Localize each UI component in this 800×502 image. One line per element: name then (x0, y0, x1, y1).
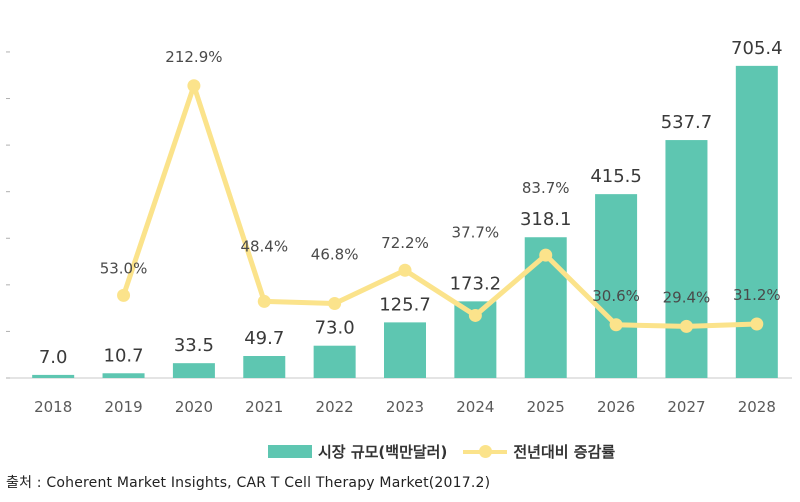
bar-value-label-2028: 705.4 (731, 38, 783, 59)
bar-2018 (32, 374, 75, 378)
x-tick-label-2019: 2019 (104, 398, 142, 416)
x-tick-label-2020: 2020 (175, 398, 213, 416)
x-tick-label-2022: 2022 (316, 398, 354, 416)
growth-label-2026: 30.6% (592, 287, 640, 305)
growth-label-2020: 212.9% (165, 48, 222, 66)
bar-2023 (384, 322, 426, 378)
legend-swatch-bar (268, 444, 312, 458)
labels-layer: 7.0 2018 10.7 2019 33.5 2020 49.7 2021 73.0 2022 1… (34, 38, 782, 416)
legend-item-market-size[interactable]: 시장 규모(백만달러) (268, 441, 447, 462)
growth-label-2022: 46.8% (311, 246, 359, 264)
bar-value-label-2020: 33.5 (174, 335, 214, 356)
legend-swatch-line (463, 444, 508, 458)
growth-label-2025: 83.7% (522, 179, 570, 197)
bars-layer (32, 65, 778, 378)
growth-point-2020 (187, 79, 201, 93)
bar-2022 (313, 345, 356, 378)
growth-point-2024 (468, 308, 482, 322)
legend: 시장 규모(백만달러) 전년대비 증감률 (268, 440, 631, 462)
bar-value-label-2019: 10.7 (104, 345, 144, 366)
bar-2019 (102, 373, 145, 378)
legend-label-growth-rate: 전년대비 증감률 (513, 442, 616, 461)
x-tick-label-2018: 2018 (34, 398, 72, 416)
growth-label-2023: 72.2% (381, 234, 429, 252)
bar-2020 (172, 363, 215, 378)
growth-point-2021 (257, 294, 271, 308)
x-tick-label-2026: 2026 (597, 398, 635, 416)
x-tick-label-2027: 2027 (667, 398, 705, 416)
bar-value-label-2026: 415.5 (590, 166, 642, 187)
growth-label-2024: 37.7% (452, 223, 500, 241)
bar-value-label-2018: 7.0 (39, 347, 68, 368)
source-note: 출처 : Coherent Market Insights, CAR T Cel… (6, 475, 491, 491)
bar-value-label-2025: 318.1 (520, 209, 572, 230)
growth-point-2022 (328, 297, 342, 311)
x-tick-label-2023: 2023 (386, 398, 424, 416)
growth-point-2027 (679, 319, 693, 333)
bar-value-label-2021: 49.7 (244, 328, 284, 349)
growth-label-2021: 48.4% (240, 237, 288, 255)
bar-2021 (243, 356, 286, 378)
x-tick-label-2021: 2021 (245, 398, 283, 416)
x-tick-label-2028: 2028 (738, 398, 776, 416)
growth-point-2023 (398, 263, 412, 277)
chart: 7.0 2018 10.7 2019 33.5 2020 49.7 2021 73.0 2022 1… (6, 38, 792, 416)
bar-2026 (595, 194, 638, 378)
growth-point-2025 (539, 248, 553, 262)
legend-item-growth-rate[interactable]: 전년대비 증감률 (463, 441, 615, 462)
growth-rate-line (121, 83, 757, 329)
growth-point-2026 (609, 318, 623, 332)
bar-value-label-2022: 73.0 (315, 318, 355, 339)
growth-label-2027: 29.4% (663, 288, 711, 306)
legend-label-market-size: 시장 규모(백만달러) (318, 442, 448, 461)
bar-value-label-2024: 173.2 (450, 273, 502, 294)
x-tick-label-2025: 2025 (527, 398, 565, 416)
bar-2028 (735, 65, 778, 378)
bar-value-label-2027: 537.7 (661, 112, 713, 133)
line-layer (117, 79, 764, 333)
growth-point-2019 (117, 288, 131, 302)
growth-point-2028 (750, 317, 764, 331)
bar-value-label-2023: 125.7 (379, 294, 431, 315)
growth-label-2028: 31.2% (733, 286, 781, 304)
growth-label-2019: 53.0% (100, 259, 148, 277)
bar-2027 (665, 140, 708, 378)
x-tick-label-2024: 2024 (456, 398, 494, 416)
